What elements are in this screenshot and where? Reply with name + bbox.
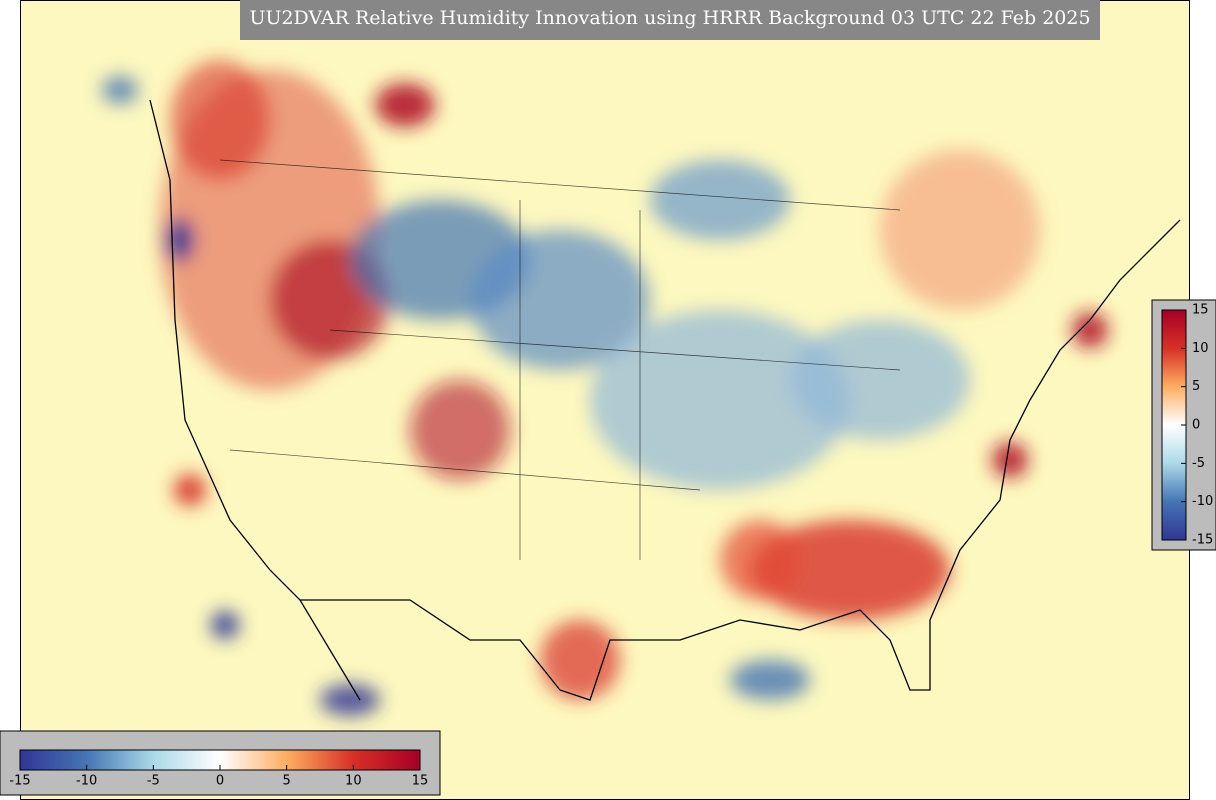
tick-label: 10 — [1192, 341, 1209, 356]
tick-label: -10 — [1192, 494, 1213, 509]
tick-label: 15 — [412, 774, 429, 789]
borders — [219, 159, 901, 560]
innovation-field — [102, 60, 1108, 716]
tick-label: -15 — [9, 774, 30, 789]
coastline — [149, 99, 1181, 701]
tick-label: 10 — [345, 774, 362, 789]
title: UU2DVAR Relative Humidity Innovation usi… — [249, 7, 1090, 29]
tick-label: 0 — [1192, 418, 1200, 433]
tick-label: 0 — [216, 774, 224, 789]
tick-label: -10 — [76, 774, 97, 789]
tick-label: 5 — [283, 774, 291, 789]
tick-label: -5 — [1192, 456, 1205, 471]
tick-label: 15 — [1192, 303, 1209, 318]
tick-label: -5 — [147, 774, 160, 789]
map — [20, 0, 1190, 800]
title-box — [240, 0, 1100, 40]
tick-label: -15 — [1192, 533, 1213, 548]
tick-label: 5 — [1192, 379, 1200, 394]
